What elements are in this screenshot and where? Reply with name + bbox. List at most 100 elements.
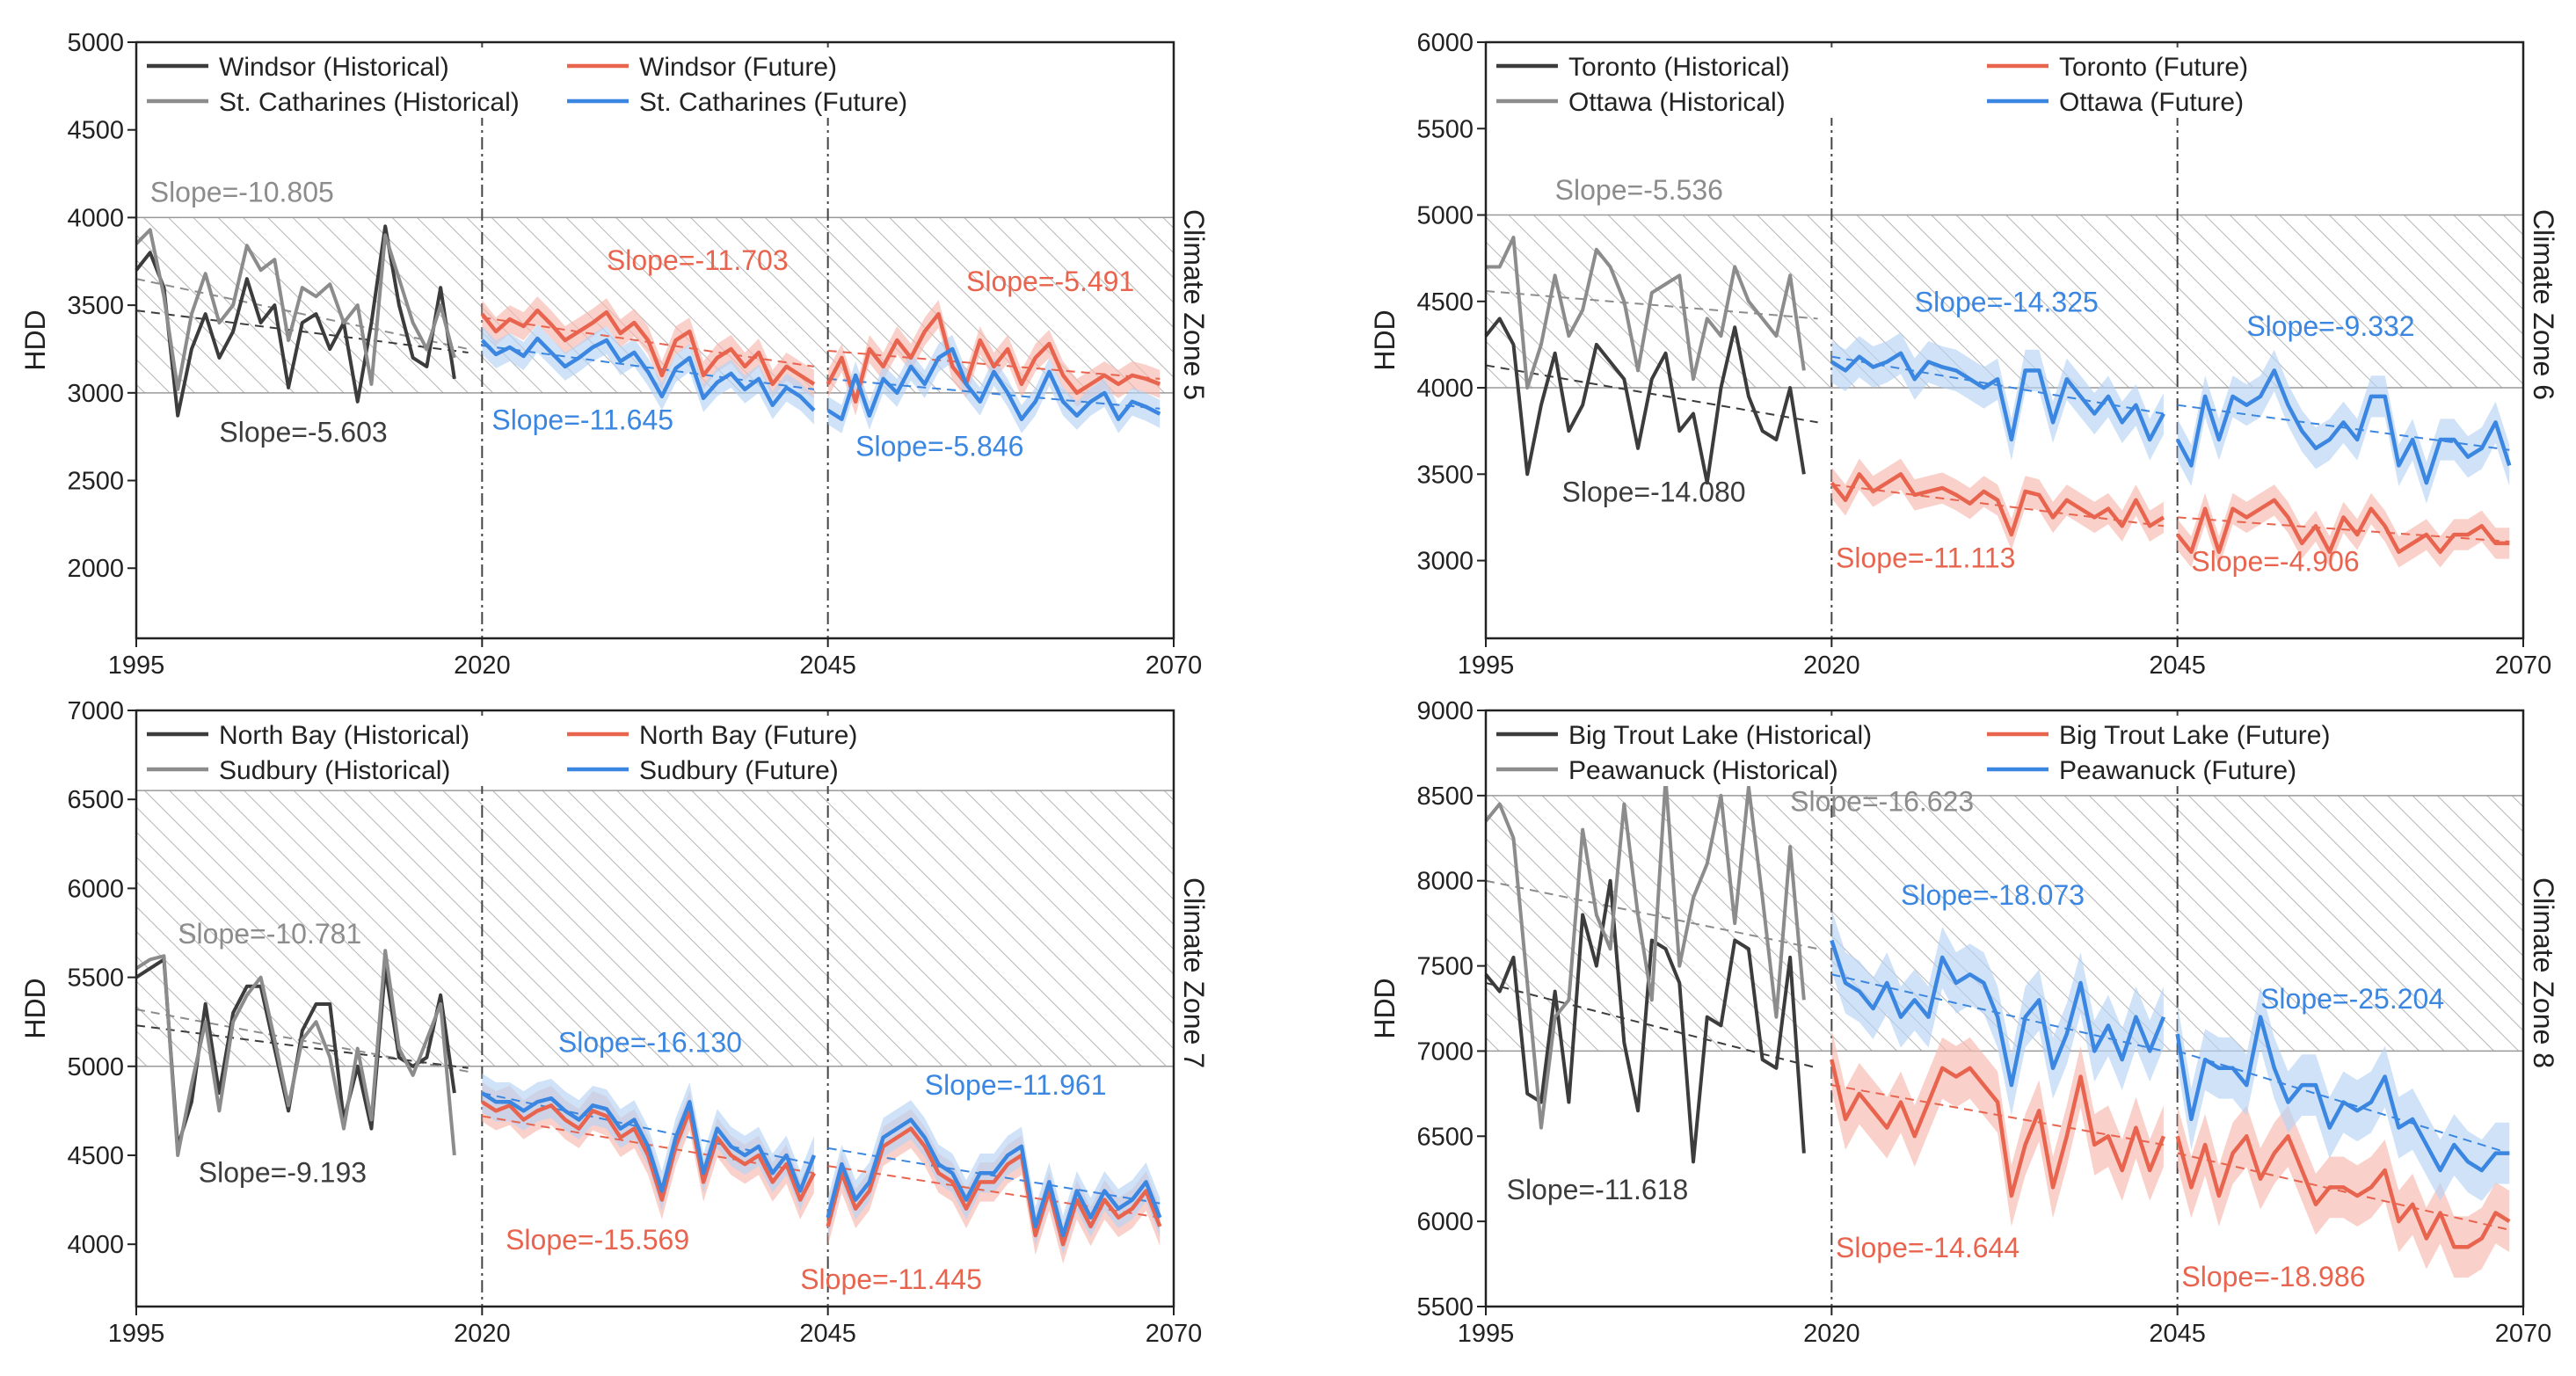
legend-label: Windsor (Historical) [219, 53, 449, 82]
uncertainty-band [2177, 484, 2510, 568]
x-tick-label: 2020 [454, 652, 511, 680]
zone-title: Climate Zone 5 [1178, 209, 1210, 400]
x-tick-label: 2070 [2495, 1320, 2552, 1348]
x-tick-label: 2020 [454, 1320, 511, 1348]
legend-background [140, 716, 957, 786]
legend-label: St. Catharines (Historical) [219, 88, 520, 117]
x-tick-label: 2070 [1146, 1320, 1203, 1348]
slope-annotation: Slope=-5.603 [219, 417, 387, 448]
trend-line [1485, 879, 1818, 950]
x-tick-label: 1995 [1458, 652, 1515, 680]
slope-annotation: Slope=-18.073 [1901, 879, 2085, 911]
series-line [826, 1118, 1162, 1238]
legend-label: Ottawa (Historical) [1568, 88, 1786, 117]
series-line [135, 224, 456, 418]
trend-line [1485, 364, 1818, 424]
series-line [135, 949, 456, 1157]
legend-label: North Bay (Future) [639, 721, 857, 750]
slope-annotation: Slope=-5.536 [1555, 174, 1723, 206]
trend-line [2177, 404, 2510, 451]
series-line [826, 311, 1161, 404]
panel-4: 5500 6000 6500 7000 7500 8000 8500 9000 1995 2020… [1369, 697, 2559, 1348]
y-tick-label: 7000 [1416, 1037, 1474, 1066]
legend-background [1489, 47, 2307, 118]
series-line [2175, 1015, 2510, 1173]
zone-title: Climate Zone 7 [1178, 877, 1210, 1068]
plot-frame [1484, 40, 2525, 640]
slope-annotation: Slope=-5.491 [966, 266, 1134, 297]
slope-annotation: Slope=-14.644 [1836, 1232, 2019, 1263]
y-tick-label: 7000 [67, 697, 124, 725]
legend: Toronto (Historical) Ottawa (Historical) T… [1489, 47, 2307, 118]
legend-label: Windsor (Future) [639, 53, 837, 82]
y-axis-label: HDD [19, 978, 51, 1038]
legend-label: Big Trout Lake (Historical) [1568, 721, 1872, 750]
trend-line [135, 309, 469, 353]
panel-3: 4000 4500 5000 5500 6000 6500 7000 1995 2020 2045… [19, 697, 1210, 1348]
y-tick-label: 3000 [67, 380, 124, 408]
y-tick-label: 3000 [1416, 548, 1474, 576]
y-tick-label: 4000 [1416, 375, 1474, 403]
panel-2: 3000 3500 4000 4500 5000 5500 6000 1995 2020 2045… [1369, 29, 2559, 680]
legend-label: Big Trout Lake (Future) [2059, 721, 2330, 750]
y-tick-label: 5500 [1416, 1293, 1474, 1321]
y-tick-label: 4500 [1416, 288, 1474, 317]
uncertainty-band [1831, 332, 2164, 461]
y-tick-label: 3500 [67, 292, 124, 320]
slope-annotation: Slope=-10.781 [178, 918, 361, 950]
legend-background [1489, 716, 2307, 786]
y-tick-label: 5000 [67, 29, 124, 57]
series-line [1830, 939, 2166, 1088]
series-line [481, 1091, 817, 1193]
slope-annotation: Slope=-14.325 [1915, 287, 2099, 318]
y-axis-label: HDD [1369, 978, 1401, 1038]
slope-annotation: Slope=-5.846 [855, 431, 1023, 462]
y-tick-label: 6500 [1416, 1123, 1474, 1151]
x-tick-label: 2045 [2149, 652, 2206, 680]
series-line [1484, 317, 1806, 485]
series-line [1486, 236, 1806, 390]
trend-line [827, 1147, 1161, 1205]
zone-hatch-band [1486, 795, 2523, 1052]
x-tick-label: 2045 [799, 1320, 856, 1348]
uncertainty-band [827, 1100, 1161, 1256]
y-tick-label: 6000 [67, 875, 124, 903]
series-line [135, 228, 456, 391]
panel-1: 2000 2500 3000 3500 4000 4500 5000 1995 2020 2045… [19, 29, 1210, 680]
series-line [2175, 498, 2510, 554]
slope-annotation: Slope=-11.961 [925, 1069, 1107, 1101]
slope-annotation: Slope=-9.193 [199, 1156, 367, 1188]
y-axis-label: HDD [19, 309, 51, 370]
y-tick-label: 5500 [67, 965, 124, 993]
uncertainty-band [482, 296, 814, 398]
uncertainty-band [482, 1073, 814, 1211]
slope-annotation: Slope=-11.645 [491, 404, 673, 436]
y-tick-label: 5500 [1416, 115, 1474, 143]
slope-annotation: Slope=-14.080 [1562, 477, 1746, 508]
y-tick-label: 4000 [67, 204, 124, 232]
x-tick-label: 2070 [1146, 652, 1203, 680]
x-tick-label: 1995 [1458, 1320, 1515, 1348]
legend: North Bay (Historical) Sudbury (Historica… [140, 716, 957, 786]
y-tick-label: 8500 [1416, 783, 1474, 811]
y-tick-label: 6500 [67, 786, 124, 814]
slope-annotation: Slope=-16.623 [1790, 785, 1974, 817]
x-tick-label: 2020 [1803, 1320, 1860, 1348]
legend-label: Sudbury (Historical) [219, 756, 450, 785]
y-tick-label: 6000 [1416, 1208, 1474, 1236]
slope-annotation: Slope=-4.906 [2191, 545, 2359, 577]
slope-annotation: Slope=-16.130 [558, 1027, 742, 1059]
trend-line [827, 377, 1161, 410]
slope-annotation: Slope=-10.805 [150, 176, 334, 207]
series-line [1830, 351, 2165, 442]
legend-label: St. Catharines (Future) [639, 88, 907, 117]
y-tick-label: 7500 [1416, 953, 1474, 981]
y-tick-label: 9000 [1416, 697, 1474, 725]
slope-annotation: Slope=-15.569 [506, 1224, 689, 1256]
legend-label: Toronto (Historical) [1568, 53, 1790, 82]
series-line [1830, 472, 2165, 537]
x-tick-label: 2020 [1803, 652, 1860, 680]
slope-annotation: Slope=-11.618 [1507, 1174, 1689, 1205]
slope-annotation: Slope=-9.332 [2246, 310, 2414, 342]
